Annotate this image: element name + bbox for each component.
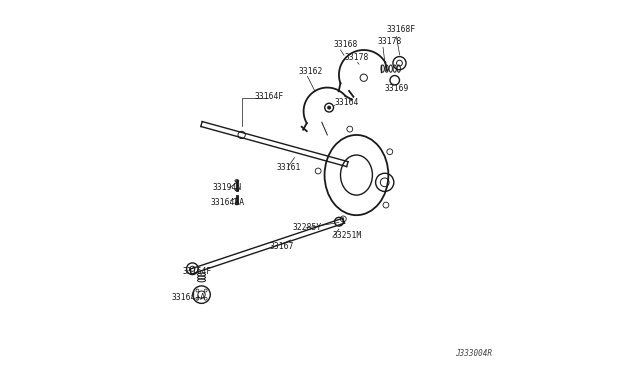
Text: 33168: 33168 — [334, 40, 358, 49]
Text: J333004R: J333004R — [454, 349, 492, 358]
Text: 33164FA: 33164FA — [211, 198, 244, 207]
Text: 33162: 33162 — [298, 67, 323, 76]
Text: 33194N: 33194N — [212, 183, 242, 192]
Text: 33164+A: 33164+A — [172, 293, 205, 302]
Circle shape — [328, 106, 331, 109]
Text: 33164F: 33164F — [254, 92, 284, 101]
Text: 33251M: 33251M — [333, 231, 362, 240]
Text: 33169: 33169 — [385, 84, 409, 93]
Text: 33168F: 33168F — [387, 25, 415, 35]
Text: 33161: 33161 — [277, 163, 301, 171]
Text: 32285Y: 32285Y — [292, 224, 322, 232]
Text: 33178: 33178 — [378, 37, 402, 46]
Text: 33167: 33167 — [269, 242, 294, 251]
Text: 33178: 33178 — [345, 53, 369, 62]
Text: 33164F: 33164F — [182, 267, 211, 276]
Text: 33164: 33164 — [335, 98, 359, 107]
